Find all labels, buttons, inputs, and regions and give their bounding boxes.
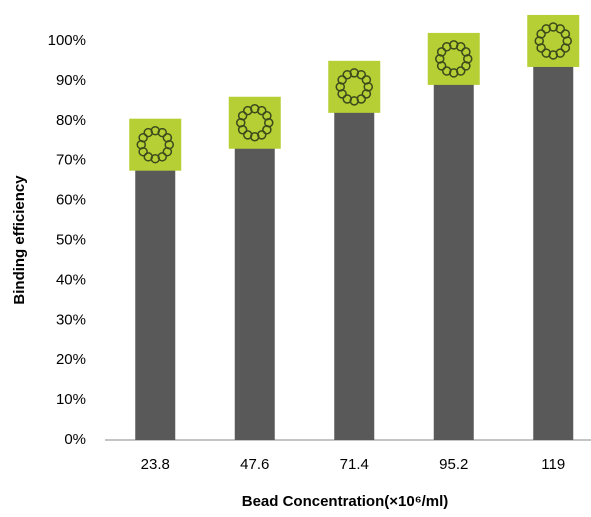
- y-tick-label: 90%: [56, 72, 86, 89]
- bar: [135, 165, 175, 440]
- y-axis-title: Binding efficiency: [11, 175, 28, 305]
- micrograph: [527, 15, 579, 67]
- y-tick-label: 20%: [56, 351, 86, 368]
- y-tick-label: 40%: [56, 271, 86, 288]
- x-tick-label: 119: [541, 456, 565, 473]
- chart: Bead Concentration(×10⁶/ml) Binding effi…: [0, 0, 591, 517]
- y-tick-label: 80%: [56, 112, 86, 129]
- x-tick-label: 95.2: [439, 456, 468, 473]
- bar: [434, 79, 474, 440]
- y-tick-label: 0%: [64, 431, 86, 448]
- micrograph: [428, 33, 480, 85]
- micrograph: [129, 119, 181, 171]
- bar: [334, 107, 374, 440]
- bar: [235, 143, 275, 440]
- micrograph: [328, 61, 380, 113]
- y-tick-label: 100%: [48, 32, 86, 49]
- y-tick-label: 50%: [56, 231, 86, 248]
- micrograph: [229, 97, 281, 149]
- x-axis-title: Bead Concentration(×10⁶/ml): [242, 493, 449, 510]
- y-tick-label: 10%: [56, 391, 86, 408]
- y-tick-label: 60%: [56, 192, 86, 209]
- x-tick-label: 71.4: [340, 456, 369, 473]
- x-tick-label: 23.8: [141, 456, 170, 473]
- bar: [533, 61, 573, 440]
- y-tick-label: 30%: [56, 311, 86, 328]
- y-tick-label: 70%: [56, 152, 86, 169]
- x-tick-label: 47.6: [240, 456, 269, 473]
